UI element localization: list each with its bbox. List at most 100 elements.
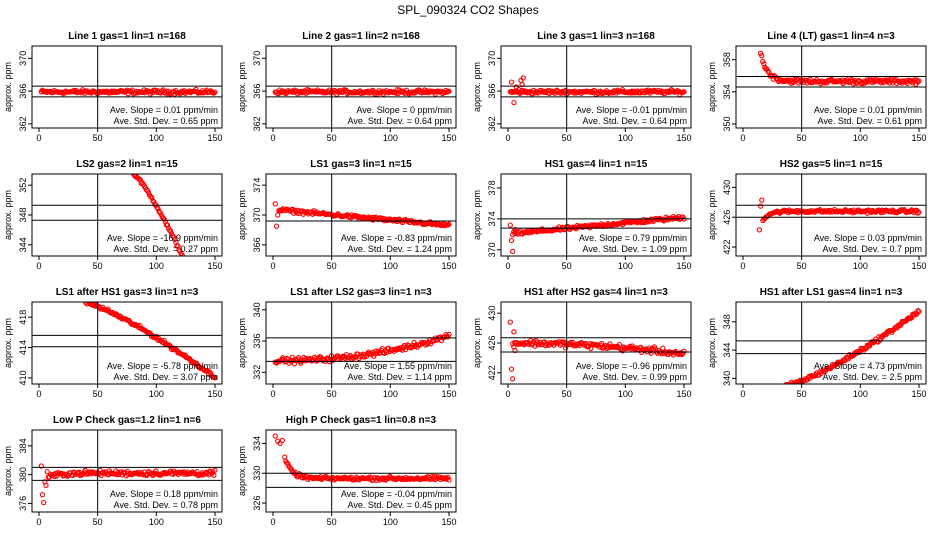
data-point [856, 349, 862, 356]
data-point [163, 88, 169, 94]
y-tick-label: 336 [252, 334, 262, 349]
x-tick-label: 150 [207, 517, 222, 527]
data-point [279, 437, 286, 444]
x-tick-label: 150 [207, 133, 222, 143]
x-tick-label: 50 [93, 517, 103, 527]
data-points [272, 87, 452, 98]
data-point [212, 467, 218, 473]
x-tick-label: 0 [36, 261, 41, 271]
data-point [916, 78, 922, 84]
y-tick-label: 366 [252, 84, 262, 99]
data-point [511, 329, 517, 335]
panel-title: Line 2 gas=1 lin=2 n=168 [302, 31, 420, 42]
y-tick-label: 366 [252, 237, 262, 252]
stddev-annotation: Ave. Std. Dev. = 1.24 ppm [348, 244, 452, 254]
slope-annotation: Ave. Slope = 1.55 ppm/min [344, 361, 452, 371]
y-tick-label: 366 [487, 84, 497, 99]
y-tick-label: 358 [722, 52, 732, 67]
panel-title: LS2 gas=2 lin=1 n=15 [76, 159, 178, 170]
y-tick-label: 370 [18, 51, 28, 66]
plot-frame [735, 45, 927, 129]
y-tick-label: 354 [722, 84, 732, 99]
x-tick-label: 150 [207, 389, 222, 399]
data-point [916, 209, 922, 215]
y-tick-label: 350 [722, 116, 732, 131]
data-point [508, 79, 515, 85]
x-tick-label: 0 [740, 389, 745, 399]
y-tick-label: 422 [722, 240, 732, 255]
data-point [446, 331, 452, 338]
stddev-annotation: Ave. Std. Dev. = 0.45 ppm [348, 500, 452, 510]
data-points [83, 302, 218, 381]
x-tick-label: 0 [270, 517, 275, 527]
panel-11: HS1 after HS2 gas=4 lin=1 n=3 0 50 100 150 42… [472, 287, 692, 399]
x-tick-label: 100 [618, 389, 633, 399]
slope-annotation: Ave. Slope = 0.01 ppm/min [110, 105, 218, 115]
x-tick-label: 150 [207, 261, 222, 271]
y-tick-label: 366 [18, 84, 28, 99]
data-point [155, 206, 161, 212]
x-tick-label: 0 [505, 261, 510, 271]
plot-frame [735, 173, 927, 257]
plot-frame [265, 45, 457, 129]
x-tick-label: 50 [562, 389, 572, 399]
slope-annotation: Ave. Slope = -5.78 ppm/min [107, 361, 218, 371]
y-axis-label: approx. ppm [472, 190, 482, 240]
plot-frame [500, 173, 692, 257]
data-point [273, 223, 280, 229]
data-point [900, 78, 906, 84]
x-tick-label: 150 [441, 133, 456, 143]
plot-frame [31, 429, 223, 513]
x-tick-label: 50 [327, 389, 337, 399]
data-points [272, 331, 452, 367]
x-tick-label: 100 [149, 517, 164, 527]
x-tick-label: 100 [618, 261, 633, 271]
data-point [212, 89, 218, 95]
y-tick-label: 340 [252, 302, 262, 317]
y-tick-label: 344 [722, 343, 732, 358]
x-tick-label: 100 [853, 389, 868, 399]
data-point [559, 88, 565, 95]
data-point [275, 212, 281, 218]
x-tick-label: 50 [93, 389, 103, 399]
data-points [782, 307, 922, 384]
panel-9: LS1 after HS1 gas=3 lin=1 n=3 0 50 100 150 41… [3, 287, 223, 399]
y-tick-label: 414 [18, 340, 28, 355]
panel-3: Line 3 gas=1 lin=3 n=168 0 50 100 150 362 366 3… [472, 31, 692, 143]
panel-grid: Line 1 gas=1 lin=1 n=168 0 50 100 150 362 366 3… [3, 31, 927, 527]
x-tick-label: 100 [149, 389, 164, 399]
slope-annotation: Ave. Slope = 0.03 ppm/min [814, 233, 922, 243]
x-tick-label: 0 [505, 133, 510, 143]
data-point [446, 477, 452, 483]
panel-12: HS1 after LS1 gas=4 lin=1 n=3 0 50 100 150 34… [707, 287, 927, 399]
panel-title: LS1 after HS1 gas=3 lin=1 n=3 [56, 287, 199, 298]
data-point [781, 207, 787, 213]
x-tick-label: 0 [740, 261, 745, 271]
x-tick-label: 150 [441, 389, 456, 399]
y-axis-label: approx. ppm [3, 318, 13, 368]
data-points [38, 463, 218, 506]
plot-frame [31, 45, 223, 129]
x-tick-label: 50 [797, 261, 807, 271]
stddev-annotation: Ave. Std. Dev. = 0.64 ppm [583, 116, 687, 126]
x-tick-label: 150 [676, 133, 691, 143]
data-point [598, 340, 605, 347]
x-tick-label: 150 [441, 261, 456, 271]
data-point [43, 482, 49, 489]
stddev-annotation: Ave. Std. Dev. = 1.09 ppm [583, 244, 687, 254]
data-point [402, 346, 409, 353]
data-point [783, 381, 789, 384]
panel-title: HS1 after HS2 gas=4 lin=1 n=3 [524, 287, 668, 298]
data-point [149, 194, 155, 201]
x-tick-label: 50 [327, 133, 337, 143]
y-axis-label: approx. ppm [472, 318, 482, 368]
panel-title: HS2 gas=5 lin=1 n=15 [780, 159, 883, 170]
data-point [399, 347, 406, 353]
y-tick-label: 426 [722, 210, 732, 225]
data-point [41, 499, 47, 506]
data-point [885, 77, 892, 83]
panel-title: Line 1 gas=1 lin=1 n=168 [68, 31, 186, 42]
slope-annotation: Ave. Slope = -0.83 ppm/min [341, 233, 452, 243]
y-tick-label: 362 [18, 116, 28, 131]
data-point [197, 365, 203, 371]
